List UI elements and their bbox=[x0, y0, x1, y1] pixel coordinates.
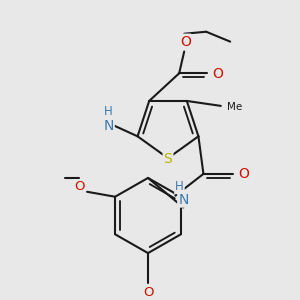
Text: N: N bbox=[103, 119, 114, 134]
Text: O: O bbox=[143, 286, 153, 299]
Text: O: O bbox=[180, 34, 190, 49]
Text: H: H bbox=[104, 105, 113, 118]
Text: S: S bbox=[164, 152, 172, 166]
Text: O: O bbox=[212, 67, 223, 81]
Text: Me: Me bbox=[227, 102, 242, 112]
Text: O: O bbox=[74, 180, 84, 193]
Text: H: H bbox=[175, 180, 184, 193]
Text: N: N bbox=[178, 193, 189, 207]
Text: O: O bbox=[238, 167, 249, 181]
